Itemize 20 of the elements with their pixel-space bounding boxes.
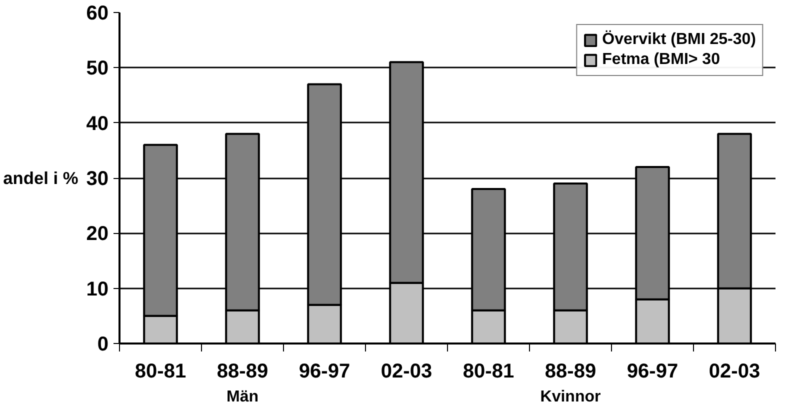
y-tick-label: 30 xyxy=(86,168,109,190)
y-tick-label: 10 xyxy=(86,278,109,300)
y-tick-label: 40 xyxy=(86,112,109,135)
y-tick-label: 0 xyxy=(97,334,108,356)
y-tick-label: 60 xyxy=(86,2,109,24)
x-tick-label: 88-89 xyxy=(216,360,268,382)
x-tick-label: 02-03 xyxy=(708,360,760,382)
x-tick-label: 80-81 xyxy=(462,360,514,382)
x-tick-label: 88-89 xyxy=(544,360,596,382)
legend-label: Övervikt (BMI 25-30) xyxy=(602,31,756,49)
y-tick-label: 50 xyxy=(86,58,109,80)
y-tick-label: 20 xyxy=(86,223,109,246)
x-tick-label: 02-03 xyxy=(380,360,432,382)
x-tick-label: 96-97 xyxy=(626,360,678,382)
x-tick-label: 96-97 xyxy=(298,360,350,382)
text: Män xyxy=(226,388,258,406)
legend-label: Fetma (BMI> 30 xyxy=(602,51,720,69)
text: Kvinnor xyxy=(540,388,601,406)
x-tick-label: 80-81 xyxy=(134,360,186,382)
y-axis-title: andel i % xyxy=(3,168,78,188)
